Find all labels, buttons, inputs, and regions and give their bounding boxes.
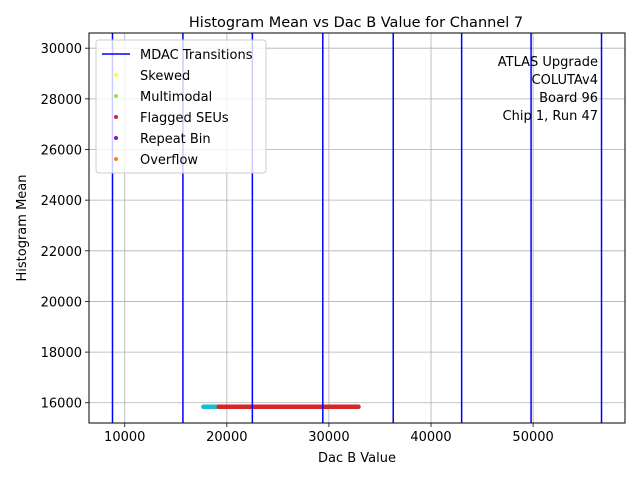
x-axis-label: Dac B Value (318, 451, 396, 466)
legend-marker-swatch (114, 136, 118, 140)
legend-label: Flagged SEUs (140, 111, 229, 126)
x-tick-label: 40000 (410, 430, 451, 445)
legend-marker-swatch (114, 115, 118, 119)
legend-box (95, 39, 267, 174)
chart-title: Histogram Mean vs Dac B Value for Channe… (189, 15, 523, 31)
legend-label: Overflow (140, 153, 198, 168)
x-tick-label: 20000 (206, 430, 247, 445)
y-tick-label: 22000 (41, 245, 82, 260)
x-axis-ticks: 10000 20000 30000 40000 50000 (104, 423, 554, 445)
y-tick-label: 24000 (41, 194, 82, 209)
y-axis-ticks: 16000 18000 20000 22000 24000 26000 28000 30000 (41, 42, 89, 412)
y-tick-label: 28000 (41, 93, 82, 108)
annotation-line: Chip 1, Run 47 (503, 109, 598, 124)
legend-marker-swatch (114, 94, 118, 98)
x-tick-label: 30000 (308, 430, 349, 445)
y-tick-label: 26000 (41, 143, 82, 158)
x-tick-label: 10000 (104, 430, 145, 445)
legend-marker-swatch (114, 73, 118, 77)
y-axis-label: Histogram Mean (15, 175, 30, 282)
annotation-line: Board 96 (539, 91, 598, 106)
grid (89, 33, 625, 423)
legend-label: Repeat Bin (140, 132, 211, 147)
y-tick-label: 18000 (41, 346, 82, 361)
legend-label: MDAC Transitions (140, 48, 253, 63)
annotation-line: COLUTAv4 (532, 73, 598, 88)
y-tick-label: 20000 (41, 295, 82, 310)
y-tick-label: 30000 (41, 42, 82, 57)
legend: MDAC Transitions Skewed Multimodal Flagged … (95, 39, 267, 174)
legend-label: Multimodal (140, 90, 212, 105)
x-tick-label: 50000 (512, 430, 553, 445)
annotation-line: ATLAS Upgrade (498, 55, 598, 70)
y-tick-label: 16000 (41, 397, 82, 412)
run-annotation: ATLAS Upgrade COLUTAv4 Board 96 Chip 1, Run… (498, 55, 598, 124)
legend-label: Skewed (140, 69, 190, 84)
plot-frame (88, 32, 626, 424)
legend-marker-swatch (114, 157, 118, 161)
